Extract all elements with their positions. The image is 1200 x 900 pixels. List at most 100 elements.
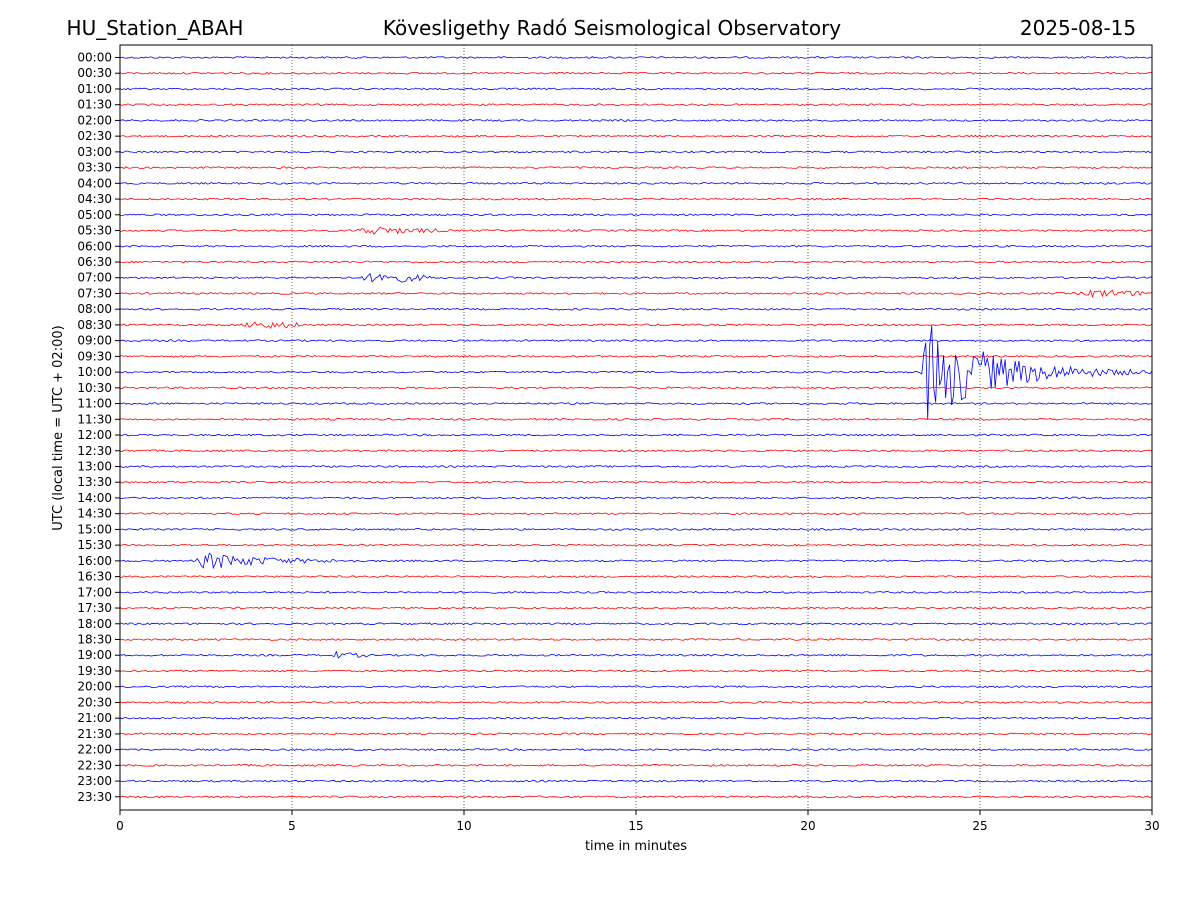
- y-tick-label: 16:00: [77, 554, 112, 568]
- trace-row-0300: [119, 150, 1153, 154]
- y-tick-label: 15:30: [77, 538, 112, 552]
- y-tick-label: 12:00: [77, 428, 112, 442]
- trace-row-0700: [119, 272, 1153, 283]
- y-tick-label: 05:30: [77, 224, 112, 238]
- trace-row-1430: [119, 512, 1153, 516]
- trace-row-0230: [119, 134, 1153, 138]
- y-tick-label: 08:00: [77, 302, 112, 316]
- trace-row-1830: [119, 638, 1153, 641]
- y-tick-label: 20:00: [77, 680, 112, 694]
- y-tick-label: 11:00: [77, 397, 112, 411]
- trace-row-0500: [120, 213, 1153, 217]
- station-title: HU_Station_ABAH: [67, 16, 244, 40]
- y-tick-label: 00:30: [77, 66, 112, 80]
- seismic-traces: [119, 56, 1153, 799]
- y-tick-label: 09:30: [77, 349, 112, 363]
- y-tick-label: 10:30: [77, 381, 112, 395]
- y-tick-label: 14:30: [77, 507, 112, 521]
- y-tick-label: 19:00: [77, 648, 112, 662]
- y-tick-label: 20:30: [77, 695, 112, 709]
- trace-row-1630: [119, 575, 1153, 578]
- y-tick-label: 13:30: [77, 475, 112, 489]
- trace-row-1330: [119, 480, 1153, 484]
- date-title: 2025-08-15: [1020, 16, 1136, 40]
- trace-row-1100: [119, 402, 1153, 405]
- y-tick-label: 23:00: [77, 774, 112, 788]
- y-tick-label: 01:00: [77, 82, 112, 96]
- trace-row-1800: [119, 622, 1153, 626]
- y-tick-label: 22:00: [77, 743, 112, 757]
- trace-row-1230: [119, 449, 1153, 453]
- y-tick-label: 06:30: [77, 255, 112, 269]
- x-tick-label: 15: [628, 819, 643, 833]
- trace-row-1030: [119, 386, 1153, 390]
- trace-row-1200: [119, 433, 1153, 437]
- y-tick-label: 15:00: [77, 522, 112, 536]
- y-tick-label: 10:00: [77, 365, 112, 379]
- trace-row-1700: [119, 590, 1153, 594]
- vertical-gridlines: [291, 45, 981, 810]
- trace-row-1000: [119, 325, 1153, 420]
- trace-row-0800: [119, 307, 1153, 311]
- x-tick-label: 5: [288, 819, 296, 833]
- y-tick-label: 06:00: [77, 239, 112, 253]
- trace-row-0730: [119, 289, 1153, 299]
- y-tick-label: 04:30: [77, 192, 112, 206]
- trace-row-1130: [119, 417, 1153, 421]
- trace-row-2230: [119, 763, 1153, 767]
- x-tick-label: 20: [800, 819, 815, 833]
- trace-row-0130: [119, 103, 1153, 107]
- y-axis-label: UTC (local time = UTC + 02:00): [51, 325, 66, 530]
- trace-row-0330: [119, 166, 1153, 169]
- x-axis-label: time in minutes: [585, 839, 687, 854]
- trace-row-1400: [119, 496, 1153, 500]
- y-tick-label: 08:30: [77, 318, 112, 332]
- trace-row-0600: [119, 244, 1153, 248]
- y-tick-label: 23:30: [77, 790, 112, 804]
- trace-row-0100: [119, 87, 1153, 91]
- trace-row-2200: [119, 748, 1153, 752]
- trace-row-2300: [119, 779, 1153, 783]
- y-tick-label: 11:30: [77, 412, 112, 426]
- trace-row-1500: [119, 528, 1153, 531]
- trace-row-2100: [119, 716, 1153, 720]
- y-tick-label: 00:00: [77, 51, 112, 65]
- y-tick-label: 18:00: [77, 617, 112, 631]
- y-tick-label: 03:30: [77, 161, 112, 175]
- trace-row-1530: [119, 543, 1153, 547]
- y-tick-label: 19:30: [77, 664, 112, 678]
- trace-row-1930: [119, 669, 1153, 673]
- y-tick-label: 16:30: [77, 570, 112, 584]
- x-tick-label: 0: [116, 819, 124, 833]
- y-tick-label: 05:00: [77, 208, 112, 222]
- trace-row-1900: [119, 650, 1153, 659]
- x-tick-label: 10: [456, 819, 471, 833]
- trace-row-0900: [119, 339, 1153, 343]
- y-tick-label: 04:00: [77, 176, 112, 190]
- y-tick-label: 13:00: [77, 459, 112, 473]
- trace-row-2330: [119, 795, 1153, 799]
- x-tick-label: 25: [972, 819, 987, 833]
- trace-row-0930: [119, 354, 1153, 358]
- trace-row-0000: [119, 56, 1153, 59]
- x-tick-label: 30: [1144, 819, 1159, 833]
- y-tick-label: 14:00: [77, 491, 112, 505]
- trace-row-0430: [119, 197, 1153, 201]
- y-tick-label: 07:30: [77, 286, 112, 300]
- y-tick-label: 02:30: [77, 129, 112, 143]
- y-tick-label: 21:30: [77, 727, 112, 741]
- trace-row-1300: [119, 465, 1153, 468]
- y-tick-label: 12:30: [77, 444, 112, 458]
- trace-row-1600: [119, 552, 1153, 570]
- y-tick-label: 01:30: [77, 98, 112, 112]
- y-tick-label: 03:00: [77, 145, 112, 159]
- trace-row-2030: [119, 701, 1153, 704]
- y-tick-label: 07:00: [77, 271, 112, 285]
- y-tick-label: 09:00: [77, 334, 112, 348]
- trace-row-0400: [119, 181, 1153, 185]
- x-tick-labels: 0 5 10 15 20 25 30: [116, 810, 1160, 833]
- y-tick-label: 22:30: [77, 758, 112, 772]
- trace-row-0530: [119, 226, 1153, 235]
